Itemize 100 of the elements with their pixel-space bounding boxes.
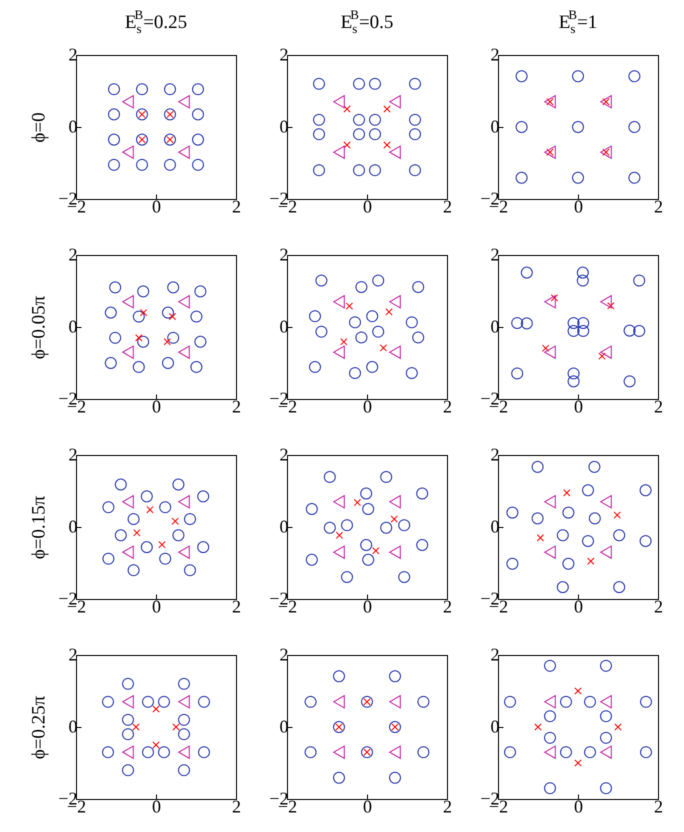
x-tick-label: 0 <box>363 796 372 816</box>
point <box>369 128 381 140</box>
x-tick-label: 2 <box>654 596 663 616</box>
point <box>390 515 398 523</box>
point <box>136 108 148 120</box>
point <box>614 511 621 519</box>
point <box>140 541 153 554</box>
point <box>132 723 140 731</box>
point <box>628 121 640 133</box>
point <box>640 746 652 758</box>
point <box>353 128 365 140</box>
point <box>315 326 328 338</box>
x-tick-label: 0 <box>574 596 583 616</box>
point <box>109 332 122 344</box>
point <box>389 670 401 682</box>
point <box>600 295 612 308</box>
point <box>568 317 580 330</box>
point <box>333 546 345 559</box>
point <box>600 695 612 708</box>
point <box>389 95 401 108</box>
point <box>178 95 190 108</box>
point <box>520 317 533 330</box>
point <box>412 331 424 344</box>
point <box>361 696 373 708</box>
x-tick-label: 2 <box>654 396 663 416</box>
point <box>333 95 345 108</box>
point <box>563 489 570 496</box>
point <box>122 546 134 559</box>
point <box>600 546 612 559</box>
point <box>122 295 134 308</box>
point <box>383 141 391 149</box>
point <box>341 571 353 584</box>
point <box>628 70 640 82</box>
point <box>333 295 345 308</box>
point <box>333 346 345 359</box>
point <box>333 670 345 682</box>
point <box>167 281 180 294</box>
point <box>380 344 388 352</box>
point <box>544 146 556 159</box>
point <box>333 146 345 159</box>
point <box>102 501 114 514</box>
point <box>192 158 204 171</box>
point <box>137 285 150 298</box>
y-axis-title: ϕ=0.05π <box>28 295 50 360</box>
point <box>516 121 528 133</box>
point <box>353 114 365 126</box>
point <box>114 478 127 490</box>
point <box>409 164 421 176</box>
point <box>544 660 556 672</box>
point <box>172 518 179 525</box>
point <box>588 512 601 524</box>
point <box>104 357 117 369</box>
point <box>600 710 612 722</box>
point <box>122 728 134 740</box>
point <box>194 285 206 298</box>
point <box>584 746 596 758</box>
point <box>172 723 180 731</box>
point <box>340 338 348 346</box>
point <box>336 532 344 539</box>
point <box>167 332 180 344</box>
point <box>192 108 204 120</box>
point <box>306 503 318 515</box>
y-axis-title: ϕ=0.25π <box>28 695 50 760</box>
point <box>536 534 544 542</box>
point <box>542 344 550 352</box>
point <box>164 158 176 171</box>
point <box>574 759 582 767</box>
y-axis-title: ϕ=0 <box>28 112 50 143</box>
point <box>158 540 166 548</box>
y-tick-label: 2 <box>68 444 78 464</box>
point <box>178 728 190 740</box>
chart-title: E$_{s}$$^{B}$=1 <box>558 7 598 37</box>
chart-title: E$_{s}$$^{B}$=0.25 <box>124 7 188 37</box>
point <box>389 695 401 708</box>
point <box>600 146 612 159</box>
point <box>398 519 410 532</box>
y-tick-label: 2 <box>68 644 78 664</box>
point <box>607 302 614 310</box>
point <box>516 70 528 82</box>
y-axis-title: ϕ=0.15π <box>28 495 50 560</box>
point <box>178 714 190 726</box>
point <box>109 281 122 294</box>
point <box>333 495 345 508</box>
point <box>132 310 145 323</box>
point <box>341 519 353 532</box>
point <box>613 529 626 542</box>
x-tick-label: 2 <box>654 796 663 816</box>
point <box>309 310 321 322</box>
point <box>361 746 373 758</box>
point <box>355 331 368 344</box>
point <box>198 746 210 758</box>
point <box>389 295 401 308</box>
point <box>385 308 393 316</box>
point <box>582 484 594 496</box>
point <box>600 95 612 108</box>
point <box>152 705 160 713</box>
point <box>304 696 317 708</box>
point <box>577 324 590 337</box>
point <box>562 506 574 519</box>
x-tick-label: 0 <box>363 396 372 416</box>
